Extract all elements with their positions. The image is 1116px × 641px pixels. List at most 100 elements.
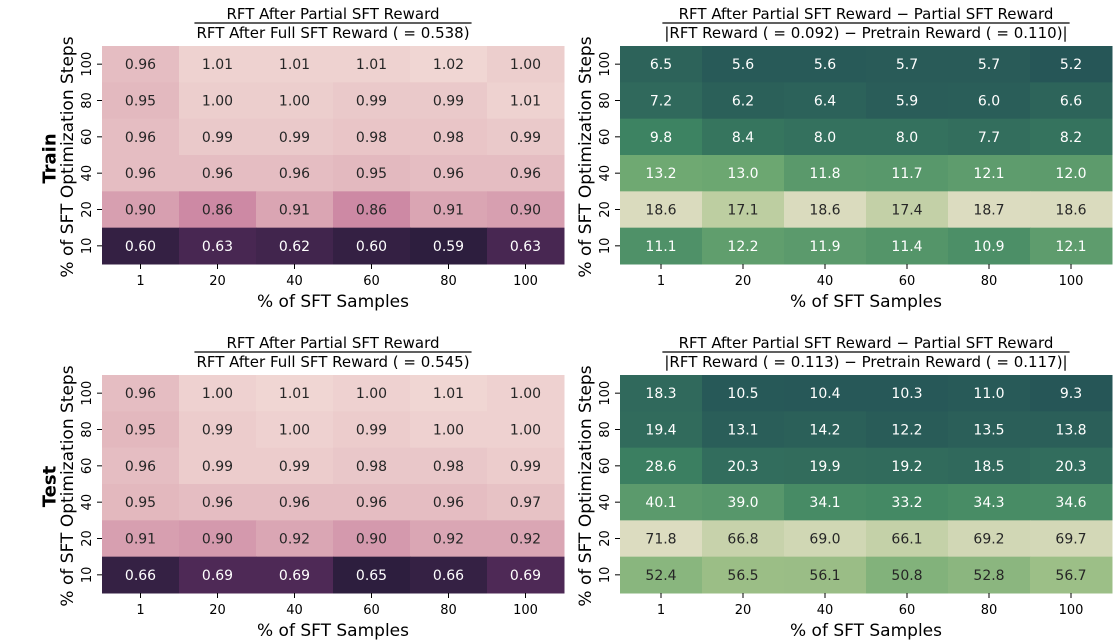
x-tick-label: 20 xyxy=(735,603,752,618)
heatmap-cell xyxy=(620,118,703,156)
cell-value-label: 0.95 xyxy=(125,423,156,439)
x-tick-label: 20 xyxy=(735,274,752,289)
cell-value-label: 0.95 xyxy=(125,495,156,511)
cell-value-label: 0.90 xyxy=(356,532,387,548)
heatmap-cell xyxy=(410,484,488,521)
cell-value-label: 13.8 xyxy=(1055,423,1086,439)
heatmap-cell xyxy=(702,46,785,83)
cell-value-label: 0.95 xyxy=(356,166,387,182)
heatmap-cell xyxy=(487,46,565,83)
heatmap-cell xyxy=(702,82,785,120)
heatmap-cell xyxy=(487,447,565,485)
cell-value-label: 11.0 xyxy=(973,386,1004,402)
cell-value-label: 10.5 xyxy=(727,386,758,402)
cell-value-label: 6.5 xyxy=(650,57,672,73)
title-denominator: |RFT Reward ( = 0.092) − Pretrain Reward… xyxy=(664,24,1067,42)
cell-value-label: 0.98 xyxy=(356,130,387,146)
cell-value-label: 19.2 xyxy=(891,459,922,475)
heatmap-cell xyxy=(102,118,180,156)
heatmap-cell xyxy=(256,556,334,594)
heatmap-cell xyxy=(948,155,1031,192)
heatmap-cell xyxy=(256,520,334,558)
x-tick-label: 20 xyxy=(209,274,226,289)
heatmap-cell xyxy=(620,484,703,521)
heatmap-cell xyxy=(702,484,785,521)
heatmap-cell xyxy=(948,191,1031,229)
heatmap-cell xyxy=(256,484,334,521)
cell-value-label: 0.98 xyxy=(433,130,464,146)
heatmap-cell xyxy=(620,155,703,192)
y-tick-label: 10 xyxy=(598,567,613,584)
cell-value-label: 1.01 xyxy=(279,386,310,402)
heatmap-cell xyxy=(948,447,1031,485)
x-tick-label: 100 xyxy=(1059,274,1084,289)
heatmap-cell xyxy=(102,520,180,558)
heatmap-cell xyxy=(702,191,785,229)
cell-value-label: 12.0 xyxy=(1055,166,1086,182)
cell-value-label: 8.4 xyxy=(732,130,754,146)
y-tick-label: 80 xyxy=(80,92,95,109)
cell-value-label: 0.99 xyxy=(279,130,310,146)
cell-value-label: 1.00 xyxy=(356,386,387,402)
cell-value-label: 52.8 xyxy=(973,568,1004,584)
cell-value-label: 0.98 xyxy=(356,459,387,475)
cell-value-label: 18.6 xyxy=(809,203,840,219)
heatmap-cell xyxy=(179,227,257,265)
cell-value-label: 6.2 xyxy=(732,94,754,110)
heatmap-cell xyxy=(102,556,180,594)
heatmap-cell xyxy=(702,520,785,558)
cell-value-label: 0.86 xyxy=(356,203,387,219)
heatmap-cell xyxy=(866,155,949,192)
cell-value-label: 66.1 xyxy=(891,532,922,548)
cell-value-label: 40.1 xyxy=(645,495,676,511)
heatmap-panel-1: 0.96 1.01 1.01 1.01 1.02 1.00 0.95 1.00 1.00 0.99… xyxy=(58,5,565,312)
heatmap-panel-3: 0.96 1.00 1.01 1.00 1.01 1.00 0.95 0.99 1.00 0.99… xyxy=(58,334,565,641)
cell-value-label: 5.9 xyxy=(896,94,918,110)
cell-value-label: 0.98 xyxy=(433,459,464,475)
heatmap-cell xyxy=(487,155,565,192)
heatmap-cell xyxy=(1030,447,1113,485)
x-tick-label: 60 xyxy=(363,274,380,289)
heatmap-panel-4: 18.3 10.5 10.4 10.3 11.0 9.3 19.4 13.1 14.2 12.2 1… xyxy=(576,334,1113,641)
x-tick-label: 1 xyxy=(136,274,144,289)
heatmap-panel-2: 6.5 5.6 5.6 5.7 5.7 5.2 7.2 6.2 6.4 5.9 6.0 6.6 9.8 8… xyxy=(576,5,1113,312)
cell-value-label: 0.69 xyxy=(510,568,541,584)
y-tick-label: 40 xyxy=(598,165,613,182)
cell-value-label: 13.2 xyxy=(645,166,676,182)
cell-value-label: 20.3 xyxy=(727,459,758,475)
cell-value-label: 0.96 xyxy=(279,166,310,182)
cell-value-label: 20.3 xyxy=(1055,459,1086,475)
heatmap-cell xyxy=(784,46,867,83)
heatmap-cell xyxy=(333,191,411,229)
heatmap-cell xyxy=(179,447,257,485)
cell-value-label: 0.63 xyxy=(510,239,541,255)
cell-value-label: 1.02 xyxy=(433,57,464,73)
cell-value-label: 5.6 xyxy=(732,57,754,73)
cell-value-label: 0.96 xyxy=(125,130,156,146)
heatmap-cell xyxy=(102,155,180,192)
cell-value-label: 0.96 xyxy=(125,57,156,73)
cell-value-label: 0.96 xyxy=(279,495,310,511)
heatmap-cell xyxy=(620,46,703,83)
heatmap-cell xyxy=(410,520,488,558)
heatmap-cell xyxy=(866,227,949,265)
cell-value-label: 5.2 xyxy=(1060,57,1082,73)
heatmap-cell xyxy=(702,155,785,192)
cell-value-label: 1.00 xyxy=(510,386,541,402)
cell-value-label: 0.60 xyxy=(125,239,156,255)
x-axis-label: % of SFT Samples xyxy=(790,621,942,641)
cell-value-label: 18.5 xyxy=(973,459,1004,475)
cell-value-label: 1.00 xyxy=(279,94,310,110)
cell-value-label: 0.69 xyxy=(279,568,310,584)
heatmap-cell xyxy=(866,484,949,521)
heatmap-cell xyxy=(702,118,785,156)
x-tick-label: 40 xyxy=(286,603,303,618)
cell-value-label: 18.6 xyxy=(645,203,676,219)
cell-value-label: 0.60 xyxy=(356,239,387,255)
heatmap-cell xyxy=(1030,411,1113,449)
heatmap-cell xyxy=(179,556,257,594)
y-tick-label: 80 xyxy=(80,421,95,438)
cell-value-label: 56.7 xyxy=(1055,568,1086,584)
cell-value-label: 0.96 xyxy=(202,495,233,511)
